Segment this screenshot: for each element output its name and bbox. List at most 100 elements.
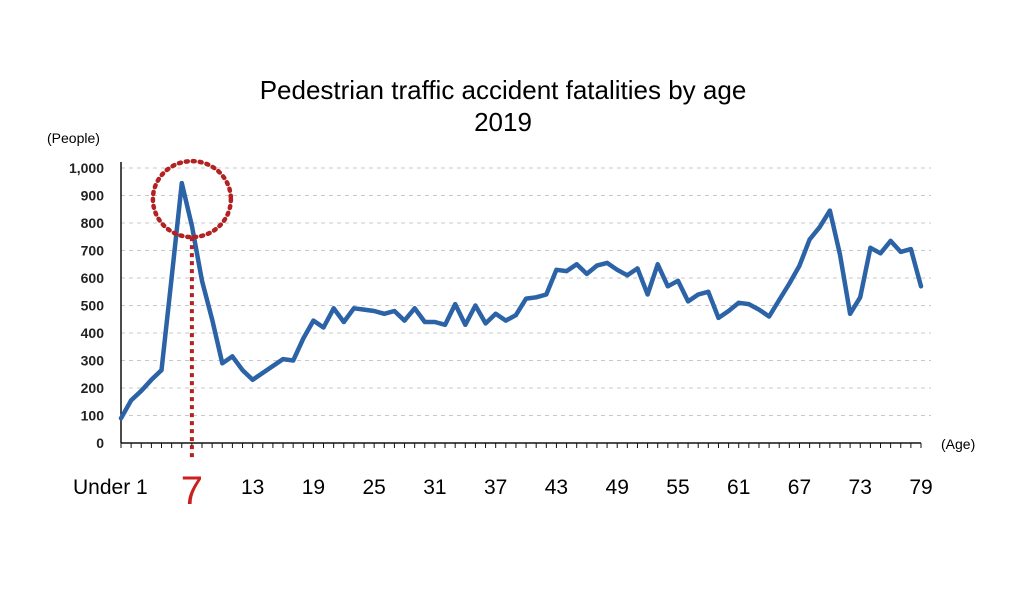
data-point	[301, 336, 306, 341]
data-point	[837, 252, 842, 257]
data-point	[392, 309, 397, 313]
x-tick-label: 73	[849, 476, 872, 499]
data-point	[351, 306, 356, 311]
y-tick-label: 900	[81, 188, 105, 204]
data-point	[665, 284, 670, 289]
y-tick-label: 400	[81, 325, 105, 341]
x-tick-label: 19	[302, 476, 325, 499]
y-tick-labels: 0 100 200 300 400 500 600 700 800 900 1,000	[69, 160, 104, 451]
data-point	[341, 320, 346, 324]
data-point	[524, 296, 529, 301]
data-point	[139, 388, 144, 393]
data-point	[372, 309, 377, 313]
data-point	[807, 237, 812, 242]
data-point	[331, 306, 336, 311]
data-point	[422, 320, 427, 324]
y-tick-label: 500	[81, 298, 105, 314]
data-point	[129, 398, 134, 403]
data-point	[594, 263, 599, 268]
data-point	[189, 223, 194, 228]
data-point	[736, 300, 741, 305]
data-point	[311, 318, 316, 323]
data-point	[463, 322, 468, 327]
data-point	[402, 318, 407, 323]
y-tick-label: 600	[81, 270, 105, 286]
data-point	[797, 263, 802, 268]
data-point	[888, 238, 893, 243]
data-point	[655, 262, 660, 267]
x-tick-label: 79	[909, 476, 932, 499]
data-point	[584, 271, 589, 276]
chart-title: Pedestrian traffic accident fatalities b…	[260, 75, 747, 105]
data-point	[574, 262, 579, 267]
data-point	[868, 245, 873, 250]
data-point	[716, 315, 721, 320]
data-point	[240, 368, 245, 373]
data-point	[291, 358, 296, 363]
data-point	[250, 377, 255, 382]
x-tick-label: 49	[606, 476, 629, 499]
series-line	[118, 180, 924, 421]
data-point	[119, 416, 123, 421]
data-point	[756, 307, 761, 312]
highlighted-x-tick-label: 7	[181, 469, 203, 513]
data-point	[270, 364, 275, 368]
x-tick-label: 55	[666, 476, 689, 499]
x-tick-label: 37	[484, 476, 507, 499]
data-point	[382, 311, 387, 316]
data-point	[696, 292, 701, 297]
highlight-circle	[150, 158, 234, 240]
data-point	[827, 208, 832, 213]
data-point	[787, 281, 792, 286]
data-point	[321, 325, 326, 330]
x-tick-label: Under 1	[73, 476, 148, 499]
data-point	[908, 247, 913, 252]
data-point	[858, 295, 863, 300]
x-tick-label: 61	[727, 476, 750, 499]
data-point	[534, 295, 539, 300]
data-point	[675, 278, 680, 283]
data-point	[919, 284, 923, 289]
y-tick-label: 100	[81, 408, 105, 424]
data-point	[777, 298, 782, 302]
y-tick-label: 700	[81, 243, 105, 259]
data-point	[200, 278, 205, 283]
data-point	[848, 311, 853, 316]
data-point	[898, 249, 903, 254]
data-point	[878, 251, 883, 256]
data-point	[443, 322, 448, 327]
data-point	[230, 354, 235, 359]
data-point	[564, 269, 569, 274]
data-point	[635, 266, 640, 271]
y-tick-label: 300	[81, 353, 105, 369]
axes	[120, 162, 922, 448]
data-point	[149, 377, 154, 382]
chart-subtitle: 2019	[474, 107, 532, 137]
data-point	[554, 267, 559, 272]
data-point	[483, 321, 488, 326]
x-tick-label: 13	[241, 476, 264, 499]
data-point	[686, 299, 691, 304]
x-tick-label: 67	[788, 476, 811, 499]
data-point	[453, 302, 458, 307]
data-point	[645, 292, 650, 297]
data-point	[706, 289, 711, 294]
data-point	[281, 357, 286, 362]
data-point	[767, 314, 772, 319]
series-layer	[118, 180, 924, 421]
data-point	[432, 320, 437, 324]
data-point	[159, 368, 164, 373]
data-point	[412, 306, 417, 311]
x-tick-label: 43	[545, 476, 568, 499]
y-axis-unit-label: (People)	[47, 130, 100, 146]
y-tick-label: 1,000	[69, 160, 104, 176]
data-point	[179, 181, 184, 186]
data-point	[220, 361, 225, 366]
y-tick-label: 200	[81, 380, 105, 396]
data-point	[513, 313, 518, 318]
gridlines	[121, 167, 931, 416]
data-point	[615, 267, 620, 272]
x-tick-labels: Under 1 7 13 19 25 31 37 43 49 55 61 67 73 79	[73, 469, 933, 513]
